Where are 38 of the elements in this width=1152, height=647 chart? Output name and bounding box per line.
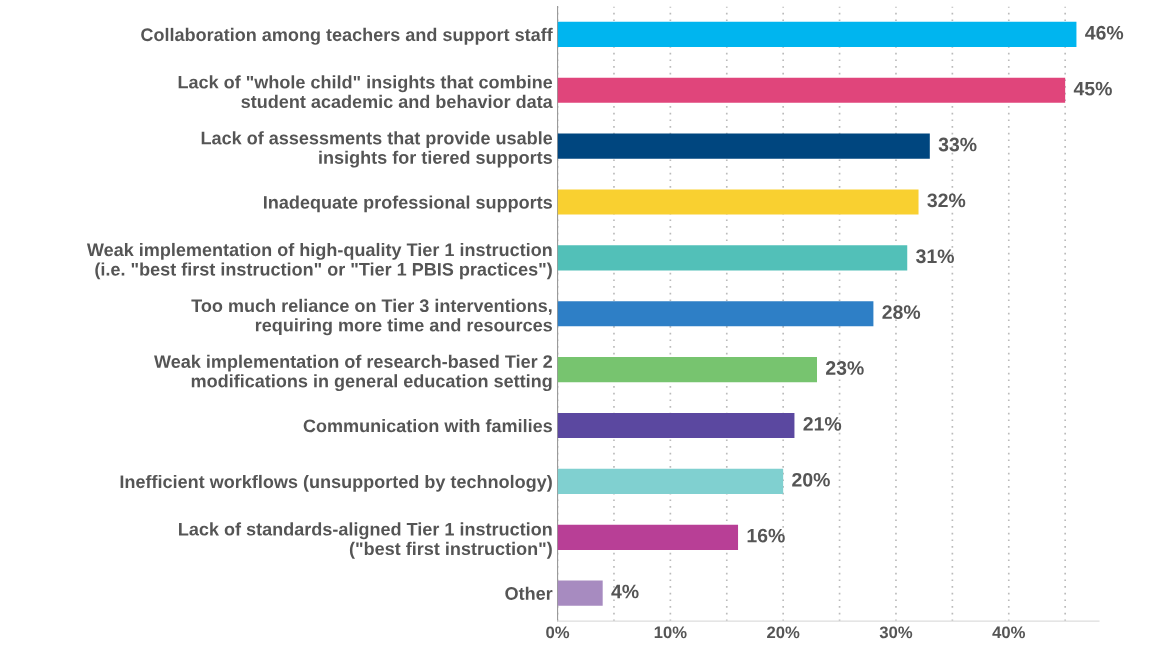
data-label: 28% <box>882 305 921 320</box>
bar <box>557 21 1077 47</box>
x-tick-label: 10% <box>654 626 687 639</box>
bar <box>557 133 930 159</box>
bar <box>557 245 908 271</box>
data-label: 16% <box>747 528 785 543</box>
y-tick-label: Communication with families <box>303 419 552 433</box>
bar <box>557 412 795 439</box>
y-tick-label: Weak implementation of research-based Tier 2 modifications in general education setting <box>154 354 553 392</box>
bar <box>557 524 739 550</box>
x-tick-label: 0% <box>546 626 570 639</box>
y-tick-label: Collaboration among teachers and support staff <box>141 27 553 45</box>
y-tick-label: Inefficient workflows (unsupported by technology) <box>120 474 552 492</box>
data-label: 4% <box>611 584 639 599</box>
bar <box>557 468 784 494</box>
bar <box>557 580 603 606</box>
x-tick-label: 20% <box>767 626 800 639</box>
data-label: 21% <box>803 417 842 431</box>
y-tick-label: Lack of standards-aligned Tier 1 instruction ("best first instruction") <box>179 522 552 559</box>
x-tick-label: 40% <box>992 626 1026 639</box>
y-tick-label: Weak implementation of high-quality Tier 1 instruction (i.e. "best first instruction" or "Tier 1 PBIS practices") <box>86 242 552 280</box>
data-label: 32% <box>927 193 966 208</box>
bar <box>557 77 1066 103</box>
data-label: 20% <box>792 472 830 487</box>
data-label: 31% <box>916 249 954 264</box>
bar <box>557 301 874 327</box>
y-tick-label: Other <box>505 586 553 600</box>
y-tick-label: Lack of "whole child" insights that combine student academic and behavior data <box>178 75 553 109</box>
data-label: 46% <box>1085 25 1124 40</box>
data-label: 33% <box>938 137 977 152</box>
bar <box>557 189 919 215</box>
bar <box>557 357 818 383</box>
data-label: 45% <box>1073 81 1112 96</box>
x-tick-label: 30% <box>879 626 913 639</box>
y-tick-label: Inadequate professional supports <box>264 195 552 213</box>
y-tick-label: Too much reliance on Tier 3 interventions, requiring more time and resources <box>191 298 552 336</box>
data-label: 23% <box>826 361 864 375</box>
y-tick-label: Lack of assessments that provide usable insights for tiered supports <box>201 131 553 168</box>
